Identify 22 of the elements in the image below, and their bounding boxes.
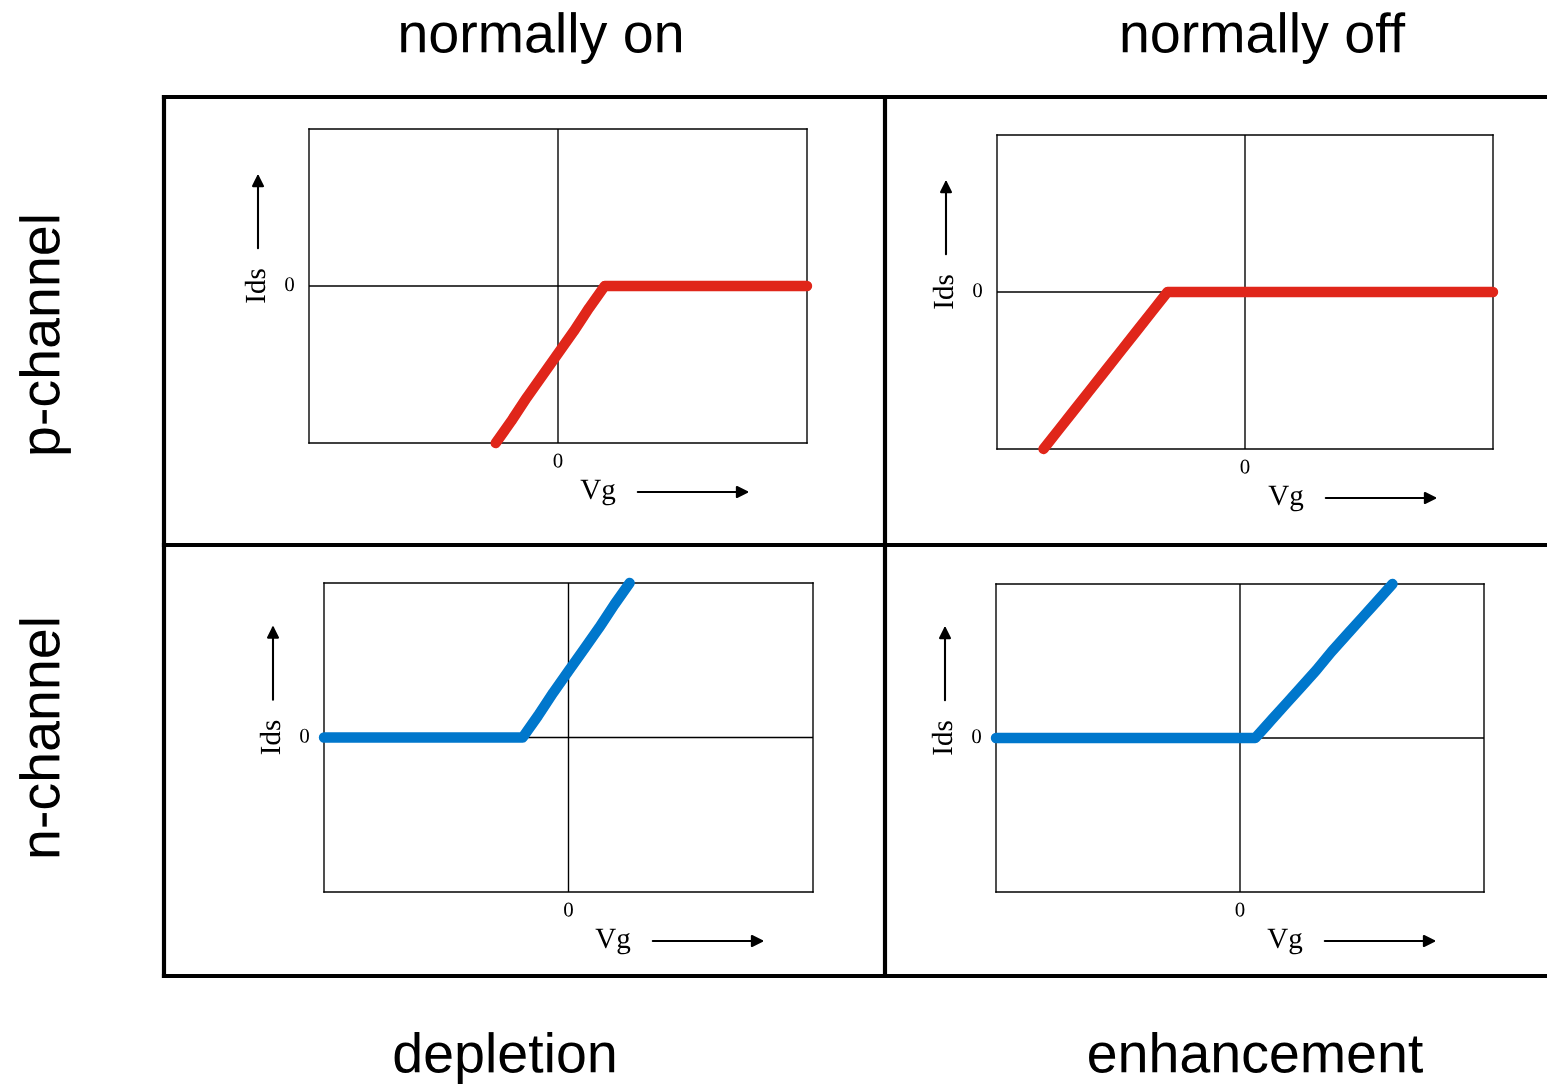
x-axis-title: Vg bbox=[580, 479, 616, 506]
chart-title: normally on bbox=[401, 12, 681, 64]
text: depletion bbox=[394, 1032, 615, 1084]
text: 0 bbox=[553, 453, 563, 468]
y-axis-title: Ids bbox=[931, 721, 953, 755]
text: 0 bbox=[285, 277, 294, 292]
x-axis-title: Vg bbox=[1267, 928, 1303, 955]
y-axis-title: Ids bbox=[259, 720, 281, 755]
text: p-channel bbox=[19, 216, 71, 454]
text: 0 bbox=[1235, 902, 1245, 917]
text: n-channel bbox=[19, 619, 60, 857]
text: 0 bbox=[564, 902, 573, 917]
y-axis-title: Ids bbox=[244, 269, 266, 303]
text: 0 bbox=[300, 728, 309, 743]
text: 0 bbox=[973, 283, 982, 298]
text: 0 bbox=[1240, 459, 1250, 474]
y-axis-title: Ids bbox=[932, 275, 954, 309]
chart-title: normally off bbox=[1122, 12, 1406, 64]
x-axis-title: Vg bbox=[595, 928, 631, 955]
text: enhancement bbox=[1089, 1032, 1423, 1073]
text: 0 bbox=[972, 729, 981, 744]
x-axis-title: Vg bbox=[1268, 485, 1304, 512]
